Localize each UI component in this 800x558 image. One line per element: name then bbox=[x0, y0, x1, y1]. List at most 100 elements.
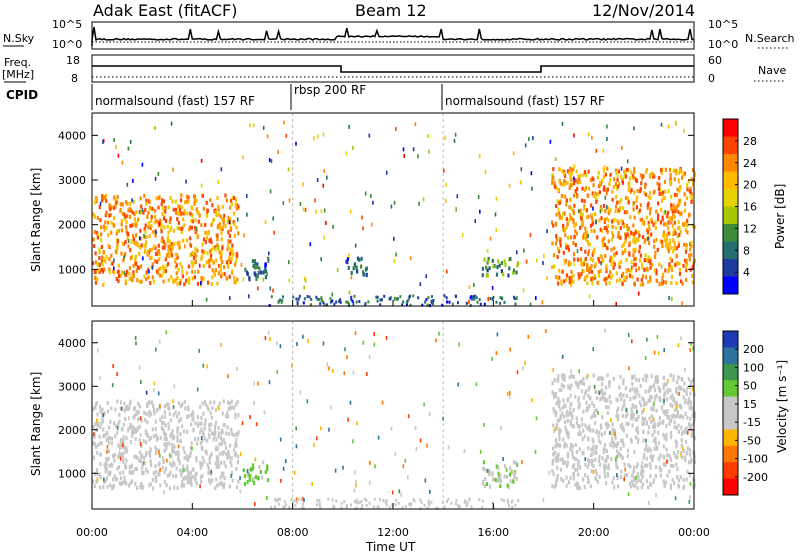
scatter-cell bbox=[158, 267, 161, 272]
scatter-cell bbox=[551, 176, 555, 181]
scatter-cell bbox=[141, 465, 144, 470]
scatter-cell bbox=[112, 205, 116, 210]
scatter-cell bbox=[605, 276, 609, 281]
scatter-cell bbox=[121, 202, 124, 207]
scatter-cell bbox=[656, 247, 659, 252]
scatter-cell bbox=[176, 430, 179, 435]
scatter-cell bbox=[193, 199, 196, 204]
scatter-cell bbox=[648, 226, 651, 231]
scatter-cell bbox=[588, 266, 591, 271]
scatter-cell bbox=[605, 188, 608, 193]
scatter-cell bbox=[645, 228, 649, 233]
xtick-label: 08:00 bbox=[277, 526, 309, 539]
scatter-cell bbox=[666, 473, 669, 478]
scatter-cell bbox=[591, 401, 594, 406]
scatter-cell bbox=[404, 458, 407, 463]
scatter-cell bbox=[600, 216, 603, 221]
scatter-cell bbox=[689, 405, 692, 410]
scatter-cell bbox=[617, 231, 620, 235]
scatter-cell bbox=[650, 374, 653, 379]
scatter-cell bbox=[308, 295, 311, 299]
scatter-cell bbox=[482, 479, 485, 484]
scatter-cell bbox=[180, 473, 183, 478]
scatter-cell bbox=[319, 506, 322, 510]
scatter-cell bbox=[163, 410, 166, 415]
scatter-cell bbox=[598, 391, 601, 396]
scatter-cell bbox=[675, 444, 678, 449]
scatter-cell bbox=[663, 237, 666, 242]
xtick-label: 04:00 bbox=[176, 526, 208, 539]
scatter-cell bbox=[603, 217, 606, 222]
scatter-cell bbox=[420, 501, 423, 505]
scatter-cell bbox=[277, 502, 280, 506]
scatter-cell bbox=[187, 458, 190, 462]
scatter-cell bbox=[431, 295, 433, 299]
scatter-cell bbox=[393, 259, 396, 263]
scatter-cell bbox=[686, 230, 689, 235]
scatter-cell bbox=[93, 435, 96, 439]
scatter-cell bbox=[323, 235, 325, 240]
scatter-cell bbox=[306, 295, 309, 298]
scatter-cell bbox=[486, 268, 489, 273]
scatter-cell bbox=[675, 253, 678, 258]
scatter-cell bbox=[99, 375, 101, 380]
scatter-cell bbox=[562, 414, 565, 419]
scatter-cell bbox=[579, 465, 582, 470]
scatter-cell bbox=[374, 464, 376, 469]
scatter-cell bbox=[660, 171, 663, 175]
scatter-cell bbox=[151, 247, 154, 252]
scatter-cell bbox=[668, 167, 672, 172]
scatter-cell bbox=[688, 189, 691, 194]
scatter-cell bbox=[97, 421, 100, 426]
scatter-cell bbox=[606, 472, 609, 476]
scatter-cell bbox=[586, 406, 589, 411]
scatter-cell bbox=[693, 258, 696, 263]
scatter-cell bbox=[175, 207, 178, 212]
colorbar-tick-label: -15 bbox=[743, 416, 761, 429]
scatter-cell bbox=[124, 239, 127, 244]
scatter-cell bbox=[263, 269, 266, 274]
scatter-cell bbox=[191, 206, 194, 211]
scatter-cell bbox=[647, 448, 649, 453]
scatter-cell bbox=[588, 424, 591, 429]
scatter-cell bbox=[168, 486, 171, 491]
scatter-cell bbox=[559, 467, 562, 472]
scatter-cell bbox=[665, 432, 668, 437]
scatter-cell bbox=[565, 273, 569, 278]
scatter-cell bbox=[122, 443, 124, 447]
scatter-cell bbox=[132, 274, 135, 279]
scatter-cell bbox=[180, 265, 184, 270]
scatter-cell bbox=[682, 446, 684, 451]
scatter-cell bbox=[255, 277, 258, 281]
scatter-cell bbox=[562, 212, 565, 216]
scatter-cell bbox=[212, 437, 215, 442]
scatter-cell bbox=[399, 295, 402, 299]
scatter-cell bbox=[171, 446, 174, 451]
scatter-cell bbox=[199, 441, 202, 446]
scatter-cell bbox=[222, 423, 225, 428]
scatter-cell bbox=[343, 500, 346, 504]
scatter-cell bbox=[171, 463, 174, 467]
scatter-cell bbox=[209, 198, 212, 203]
scatter-cell bbox=[577, 459, 580, 464]
scatter-cell bbox=[675, 168, 678, 173]
scatter-cell bbox=[236, 217, 239, 222]
scatter-cell bbox=[673, 228, 676, 233]
scatter-cell bbox=[555, 234, 558, 239]
scatter-cell bbox=[154, 233, 157, 238]
scatter-cell bbox=[122, 258, 125, 263]
scatter-cell bbox=[685, 260, 688, 264]
scatter-cell bbox=[563, 211, 566, 216]
scatter-cell bbox=[652, 417, 654, 422]
scatter-cell bbox=[123, 212, 126, 217]
scatter-cell bbox=[231, 478, 234, 483]
scatter-cell bbox=[147, 400, 150, 405]
scatter-cell bbox=[202, 363, 205, 368]
scatter-cell bbox=[592, 470, 595, 475]
scatter-cell bbox=[644, 389, 647, 394]
scatter-cell bbox=[178, 240, 181, 245]
scatter-cell bbox=[654, 268, 656, 273]
scatter-cell bbox=[204, 223, 207, 227]
scatter-cell bbox=[508, 472, 512, 477]
velocity-colorbar-frame bbox=[722, 330, 739, 496]
